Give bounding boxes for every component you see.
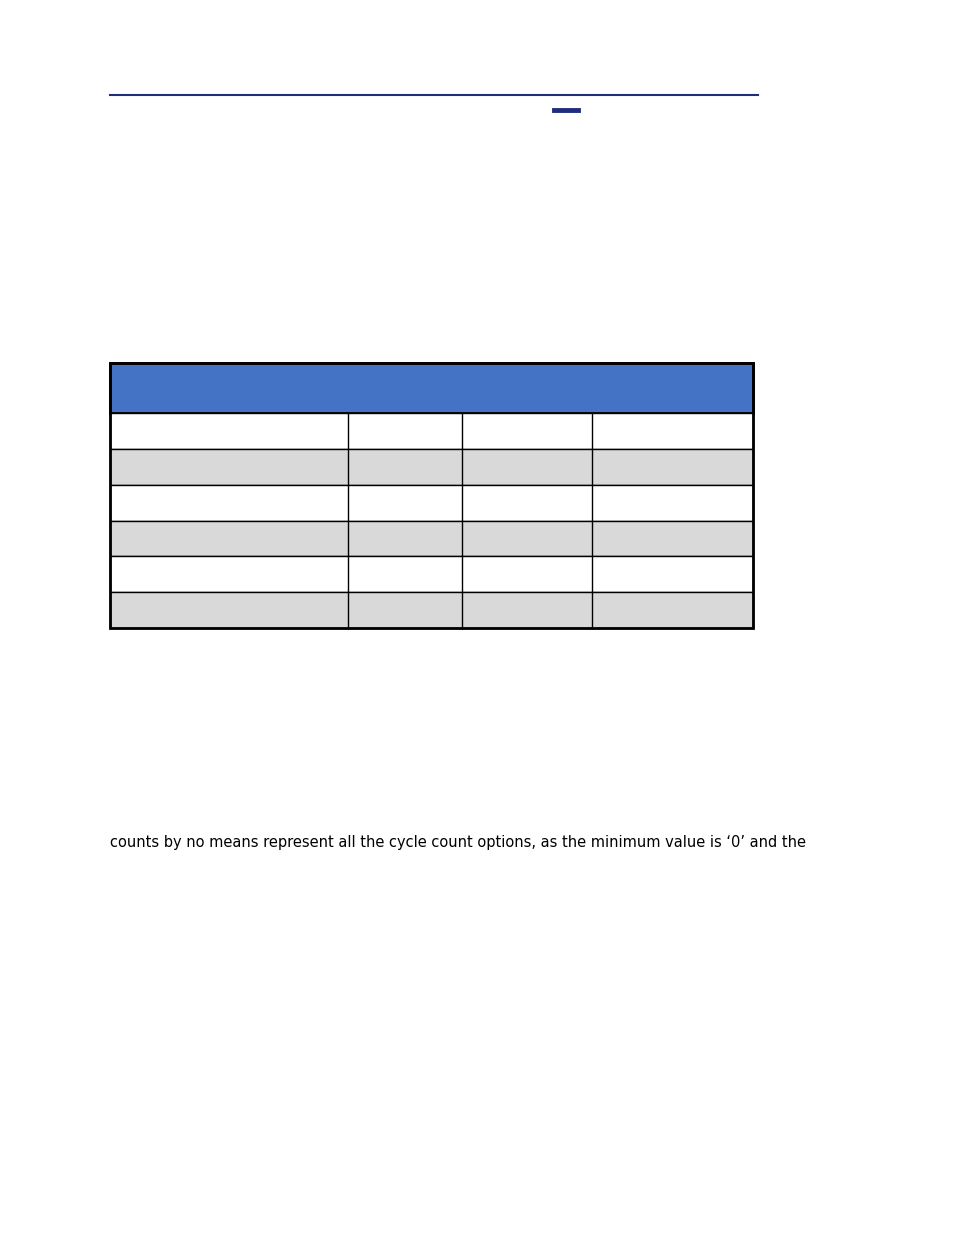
Bar — [110, 592, 752, 629]
Text: counts by no means represent all the cycle count options, as the minimum value i: counts by no means represent all the cyc… — [110, 835, 805, 850]
Bar — [110, 363, 752, 412]
Bar — [110, 363, 752, 629]
Bar — [110, 484, 752, 520]
Bar — [110, 520, 752, 556]
Bar — [110, 412, 752, 448]
Bar — [110, 556, 752, 592]
Bar — [110, 448, 752, 484]
